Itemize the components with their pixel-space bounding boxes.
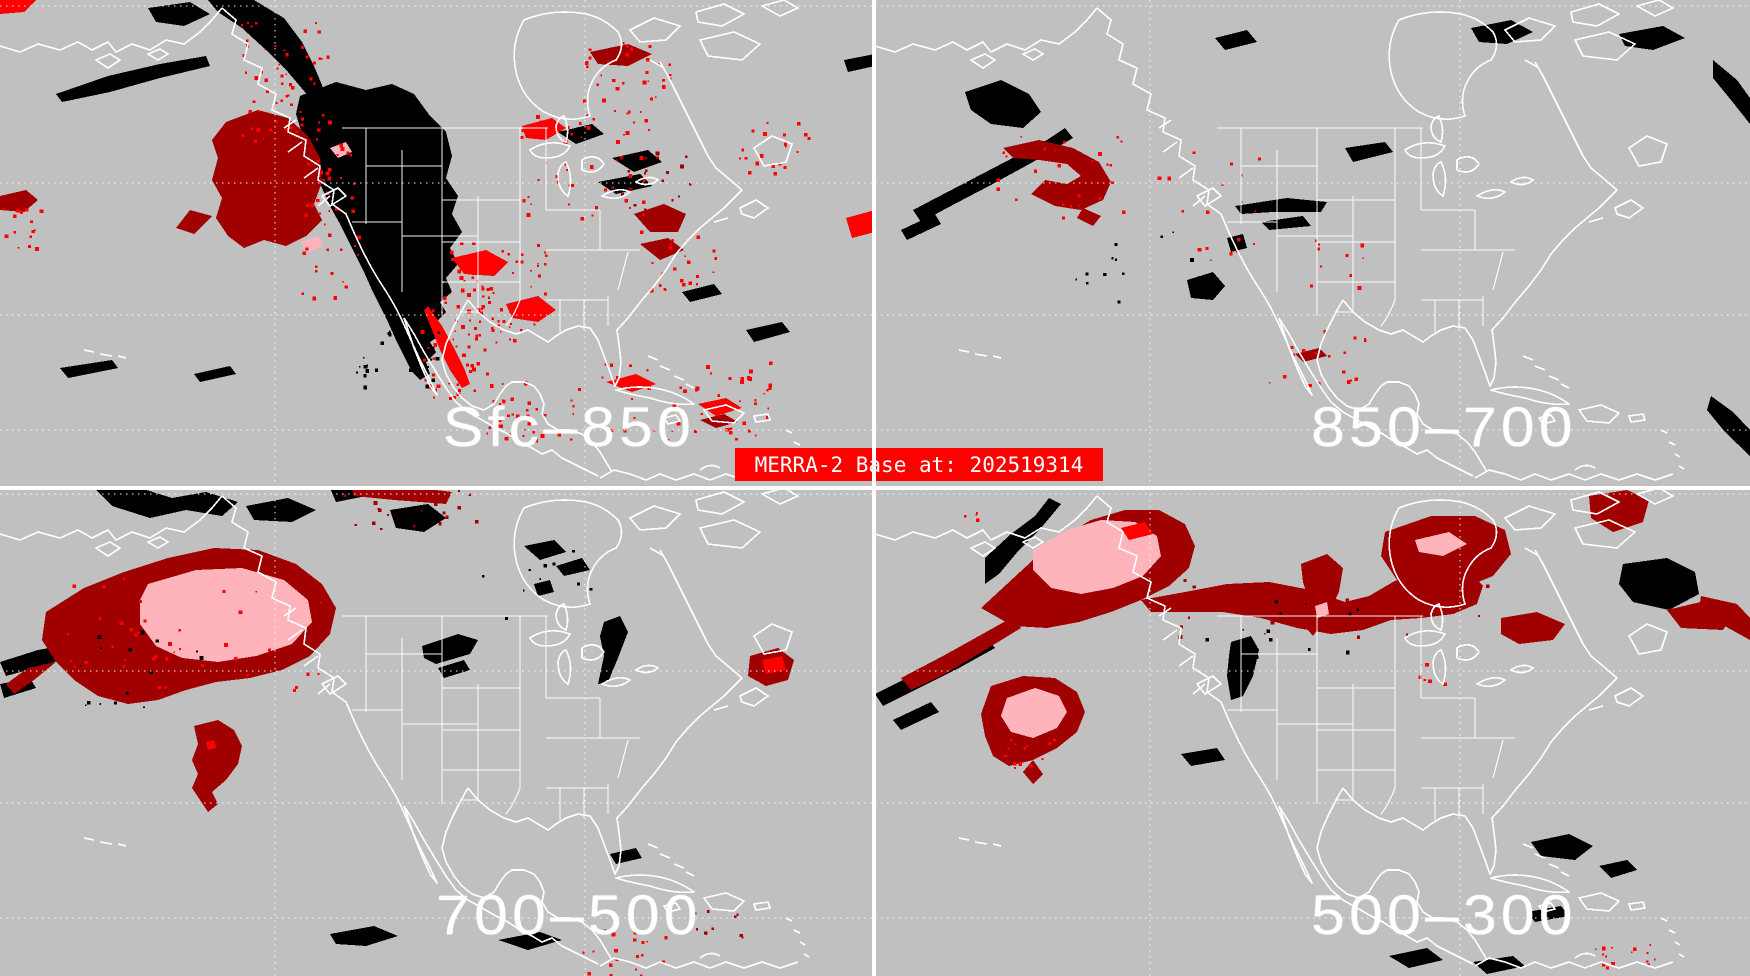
panel-850-700: 850–700 xyxy=(875,0,1750,488)
panel-700-500: 700–500 xyxy=(0,488,875,976)
map-700-500 xyxy=(0,488,875,976)
panel-label-850-700: 850–700 xyxy=(1311,394,1577,458)
map-850-700 xyxy=(875,0,1750,488)
map-sfc-850 xyxy=(0,0,875,488)
timestamp-banner: MERRA-2 Base at: 202519314 xyxy=(735,448,1103,481)
panel-label-700-500: 700–500 xyxy=(436,882,702,946)
panel-label-500-300: 500–300 xyxy=(1311,882,1577,946)
panel-divider-horizontal xyxy=(0,486,1750,490)
panel-label-sfc-850: Sfc–850 xyxy=(442,394,696,458)
panel-sfc-850: Sfc–850 xyxy=(0,0,875,488)
timestamp-banner-text: MERRA-2 Base at: 202519314 xyxy=(754,452,1084,477)
panel-500-300: 500–300 xyxy=(875,488,1750,976)
map-500-300 xyxy=(875,488,1750,976)
